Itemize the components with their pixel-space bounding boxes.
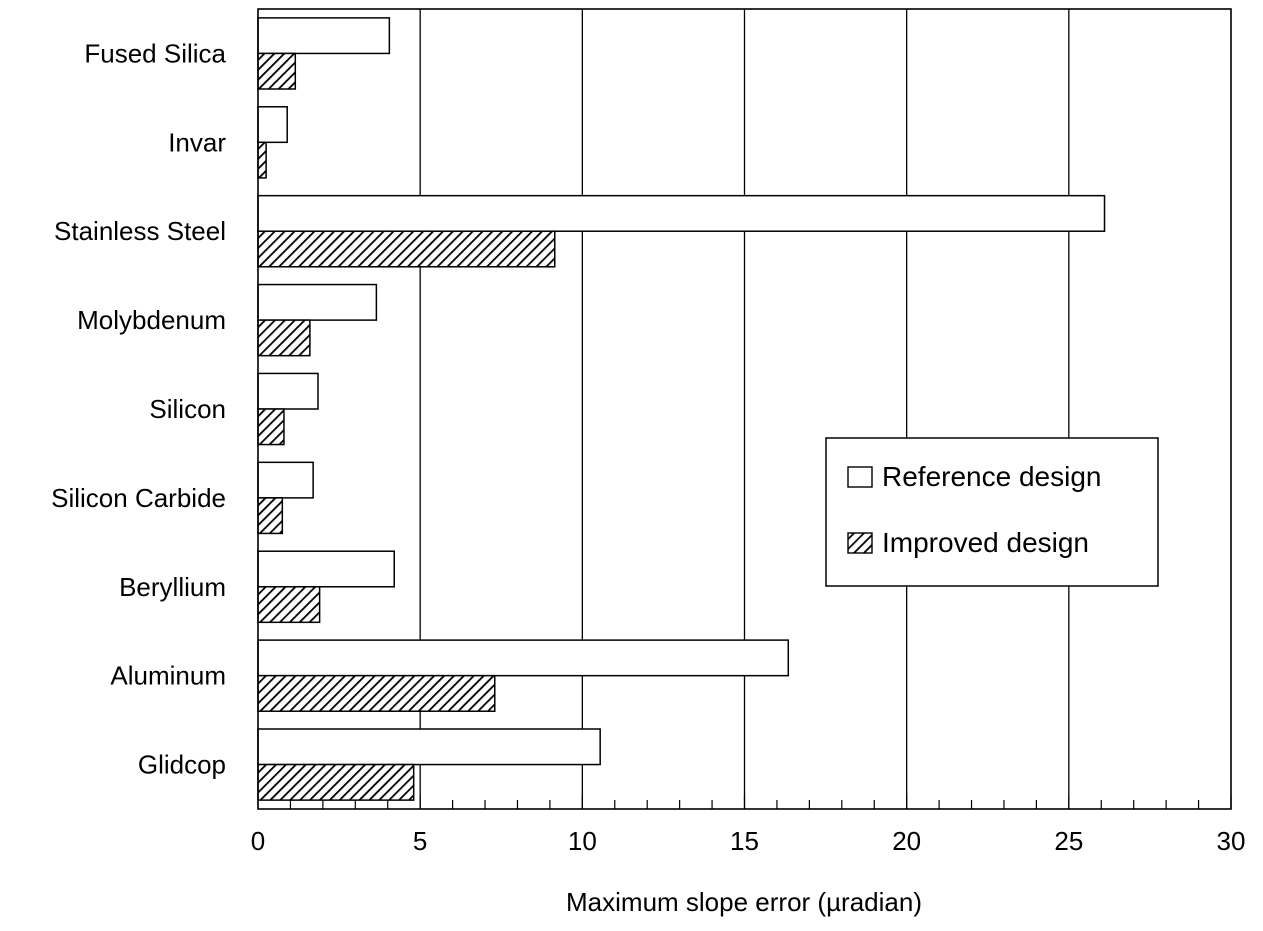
legend-label: Reference design [882, 461, 1101, 492]
bars [257, 17, 1106, 801]
category-label: Molybdenum [77, 305, 226, 335]
category-label: Silicon Carbide [51, 483, 226, 513]
bar-improved [257, 763, 415, 801]
legend-box [825, 437, 1159, 587]
bar-reference [257, 550, 395, 588]
category-label: Fused Silica [84, 38, 226, 68]
legend-swatch [847, 532, 873, 554]
x-tick-label: 25 [1054, 826, 1083, 856]
category-label: Silicon [149, 394, 226, 424]
category-labels: Fused Silica Invar Stainless Steel Molybden… [51, 38, 226, 779]
bar-improved [257, 141, 267, 179]
category-label: Aluminum [110, 661, 226, 691]
bar-reference [257, 461, 314, 499]
legend-label: Improved design [882, 527, 1089, 558]
x-tick-label: 0 [251, 826, 265, 856]
bar-reference [257, 372, 319, 410]
category-label: Invar [168, 127, 226, 157]
x-axis-title: Maximum slope error (µradian) [566, 887, 922, 917]
bar-improved [257, 408, 285, 446]
x-tick-label: 15 [730, 826, 759, 856]
bar-reference [257, 17, 391, 55]
x-tick-label: 30 [1217, 826, 1246, 856]
bar-improved [257, 319, 311, 357]
legend: Reference design Improved design [825, 437, 1159, 587]
category-label: Stainless Steel [54, 216, 226, 246]
bar-reference [257, 728, 601, 766]
x-tick-label: 5 [413, 826, 427, 856]
category-label: Glidcop [138, 750, 226, 780]
bar-improved [257, 497, 284, 535]
bar-reference [257, 194, 1106, 232]
bar-improved [257, 230, 556, 268]
bar-improved [257, 52, 297, 90]
bar-reference [257, 106, 288, 144]
axes: 0 5 10 15 20 25 30 [251, 8, 1246, 856]
bar-improved [257, 586, 321, 624]
category-label: Beryllium [119, 572, 226, 602]
bar-reference [257, 283, 378, 321]
bar-improved [257, 674, 496, 712]
x-tick-label: 20 [892, 826, 921, 856]
bar-reference [257, 639, 790, 677]
legend-swatch [847, 466, 873, 488]
x-tick-label: 10 [568, 826, 597, 856]
gridlines [419, 9, 1070, 809]
